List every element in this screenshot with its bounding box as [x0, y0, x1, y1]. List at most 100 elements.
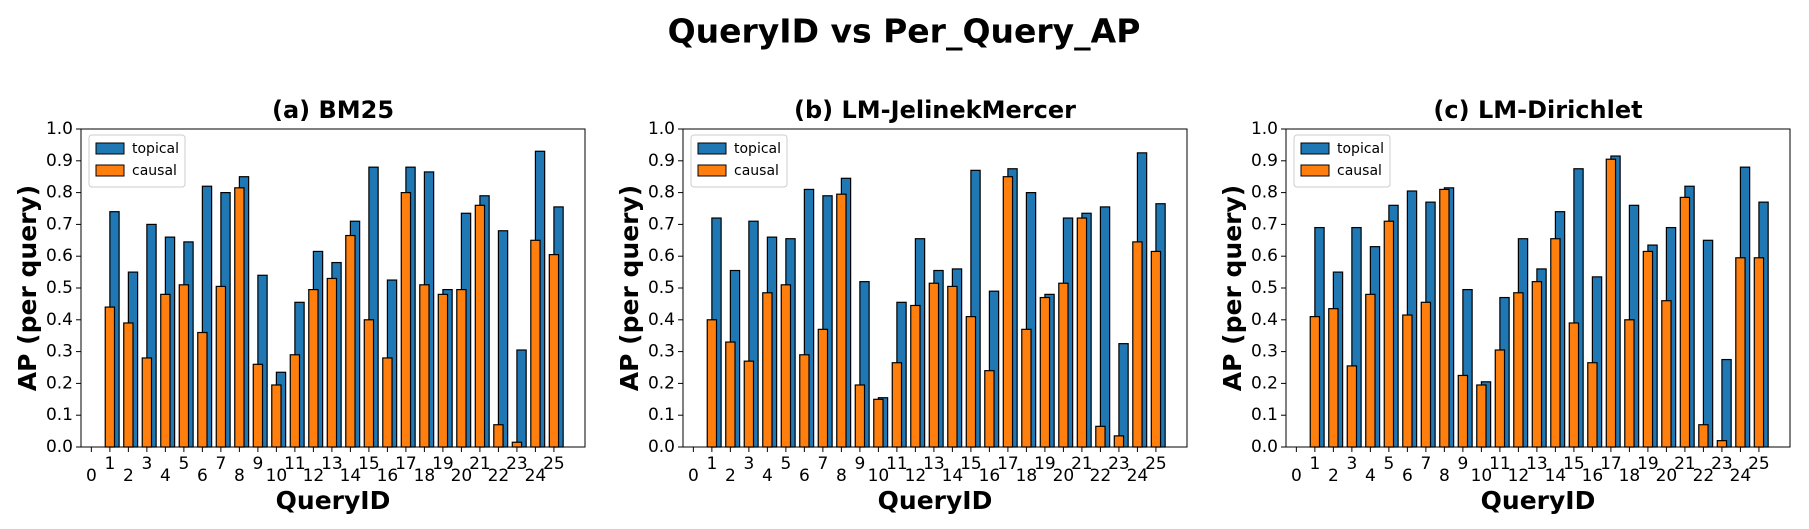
bar	[965, 316, 977, 448]
x-tick-label: 15	[960, 454, 982, 474]
x-tick-label: 14	[1545, 466, 1567, 486]
x-tick-label: 18	[1619, 466, 1641, 486]
bar	[326, 277, 338, 448]
x-tick-label: 7	[215, 454, 226, 474]
bar	[271, 384, 282, 448]
x-tick-label: 5	[1383, 454, 1394, 474]
x-tick-label: 0	[1291, 466, 1302, 486]
x-tick-label: 22	[1693, 466, 1715, 486]
x-tick-label: 21	[1071, 454, 1093, 474]
legend-swatch	[697, 142, 727, 155]
legend-swatch	[1300, 164, 1330, 177]
x-tick-label: 25	[1748, 454, 1770, 474]
x-tick-label: 16	[1582, 466, 1604, 486]
x-tick-label: 20	[1053, 466, 1075, 486]
x-tick-label: 12	[905, 466, 927, 486]
y-tick-label: 0.0	[46, 437, 73, 457]
x-tick-label: 15	[1563, 454, 1585, 474]
y-tick-label: 0.4	[1251, 310, 1278, 330]
x-axis-label: QueryID	[276, 486, 391, 515]
x-axis-label: QueryID	[878, 486, 993, 515]
bar	[928, 282, 940, 448]
bar	[419, 284, 430, 448]
bar	[252, 363, 264, 448]
y-tick-label: 0.8	[46, 183, 73, 203]
x-tick-label: 18	[414, 466, 436, 486]
x-tick-label: 9	[252, 454, 263, 474]
bar	[474, 204, 486, 448]
x-tick-label: 1	[706, 454, 717, 474]
bar	[1476, 384, 1487, 448]
legend-label: topical	[1337, 141, 1384, 157]
bar	[1402, 314, 1413, 448]
legend-label: causal	[734, 163, 779, 179]
y-tick-label: 0.3	[1251, 342, 1278, 362]
y-tick-label: 0.6	[1251, 246, 1278, 266]
x-tick-label: 8	[234, 466, 245, 486]
y-axis-label: AP (per query)	[615, 185, 644, 391]
bar	[1494, 349, 1506, 448]
bar	[836, 193, 847, 448]
bar	[530, 239, 541, 448]
x-tick-label: 2	[1328, 466, 1339, 486]
x-tick-label: 22	[488, 466, 510, 486]
bar	[1365, 293, 1376, 448]
x-tick-label: 4	[1365, 466, 1376, 486]
y-tick-label: 0.7	[1251, 214, 1278, 234]
x-tick-label: 2	[123, 466, 134, 486]
bar	[1568, 322, 1580, 448]
bar	[160, 293, 171, 448]
bar	[493, 424, 504, 448]
x-tick-label: 8	[836, 466, 847, 486]
x-tick-label: 18	[1016, 466, 1038, 486]
bar	[1721, 358, 1732, 448]
bar	[234, 187, 245, 448]
x-tick-label: 24	[1127, 466, 1149, 486]
y-tick-label: 0.3	[46, 342, 73, 362]
legend-swatch	[95, 142, 125, 155]
legend-swatch	[697, 164, 727, 177]
x-tick-label: 25	[1145, 454, 1167, 474]
bar	[516, 349, 527, 448]
bar	[308, 288, 319, 448]
bar	[1550, 238, 1561, 448]
bar	[1309, 316, 1321, 448]
bar	[400, 192, 412, 448]
bar	[1735, 257, 1746, 448]
y-tick-label: 0.7	[46, 214, 73, 234]
x-tick-label: 20	[1656, 466, 1678, 486]
x-tick-label: 11	[284, 454, 306, 474]
x-tick-label: 13	[321, 454, 343, 474]
x-tick-label: 6	[197, 466, 208, 486]
bar	[511, 441, 523, 448]
bar	[548, 254, 560, 448]
y-tick-label: 0.6	[648, 246, 675, 266]
x-tick-label: 4	[160, 466, 171, 486]
bar	[363, 319, 375, 448]
x-tick-label: 10	[1471, 466, 1493, 486]
x-tick-label: 3	[743, 454, 754, 474]
x-tick-label: 5	[178, 454, 189, 474]
x-tick-label: 10	[266, 466, 288, 486]
subplot-title: (b) LM-JelinekMercer	[794, 96, 1076, 124]
subplot-title: (a) BM25	[272, 96, 394, 124]
x-tick-label: 2	[725, 466, 736, 486]
bar	[1095, 425, 1106, 448]
y-tick-label: 0.1	[1251, 405, 1278, 425]
legend-label: topical	[132, 141, 179, 157]
x-tick-label: 23	[506, 454, 528, 474]
x-tick-label: 19	[1034, 454, 1056, 474]
legend-label: topical	[734, 141, 781, 157]
bar	[437, 293, 449, 448]
x-tick-label: 24	[1730, 466, 1752, 486]
y-tick-label: 0.1	[46, 405, 73, 425]
bar	[1346, 365, 1358, 448]
x-tick-label: 25	[543, 454, 565, 474]
bar	[1113, 435, 1125, 448]
bar	[1383, 220, 1395, 448]
y-tick-label: 0.5	[46, 278, 73, 298]
bar	[1118, 343, 1129, 448]
bar	[1076, 217, 1088, 448]
bar	[1531, 281, 1543, 448]
x-tick-label: 23	[1108, 454, 1130, 474]
